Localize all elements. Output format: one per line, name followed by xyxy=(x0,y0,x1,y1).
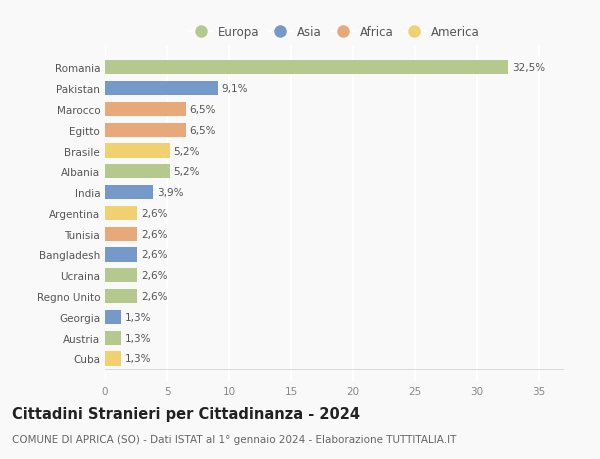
Text: 9,1%: 9,1% xyxy=(221,84,248,94)
Text: 1,3%: 1,3% xyxy=(125,354,151,364)
Text: 32,5%: 32,5% xyxy=(512,63,545,73)
Bar xyxy=(105,207,137,220)
Bar xyxy=(105,165,170,179)
Bar xyxy=(105,144,170,158)
Bar xyxy=(105,123,185,138)
Text: COMUNE DI APRICA (SO) - Dati ISTAT al 1° gennaio 2024 - Elaborazione TUTTITALIA.: COMUNE DI APRICA (SO) - Dati ISTAT al 1°… xyxy=(12,434,457,444)
Bar xyxy=(105,289,137,303)
Text: 5,2%: 5,2% xyxy=(173,167,200,177)
Bar xyxy=(105,352,121,366)
Bar xyxy=(105,248,137,262)
Text: 2,6%: 2,6% xyxy=(141,208,167,218)
Bar xyxy=(105,61,508,75)
Text: 2,6%: 2,6% xyxy=(141,271,167,280)
Bar xyxy=(105,185,154,200)
Legend: Europa, Asia, Africa, America: Europa, Asia, Africa, America xyxy=(185,22,484,44)
Bar xyxy=(105,227,137,241)
Text: 6,5%: 6,5% xyxy=(190,125,216,135)
Text: 1,3%: 1,3% xyxy=(125,312,151,322)
Bar xyxy=(105,82,218,96)
Bar xyxy=(105,310,121,324)
Text: 2,6%: 2,6% xyxy=(141,291,167,302)
Text: 3,9%: 3,9% xyxy=(157,188,184,198)
Text: 2,6%: 2,6% xyxy=(141,250,167,260)
Bar xyxy=(105,103,185,117)
Text: 5,2%: 5,2% xyxy=(173,146,200,156)
Text: 6,5%: 6,5% xyxy=(190,105,216,115)
Text: Cittadini Stranieri per Cittadinanza - 2024: Cittadini Stranieri per Cittadinanza - 2… xyxy=(12,406,360,421)
Bar xyxy=(105,269,137,283)
Bar xyxy=(105,331,121,345)
Text: 2,6%: 2,6% xyxy=(141,229,167,239)
Text: 1,3%: 1,3% xyxy=(125,333,151,343)
